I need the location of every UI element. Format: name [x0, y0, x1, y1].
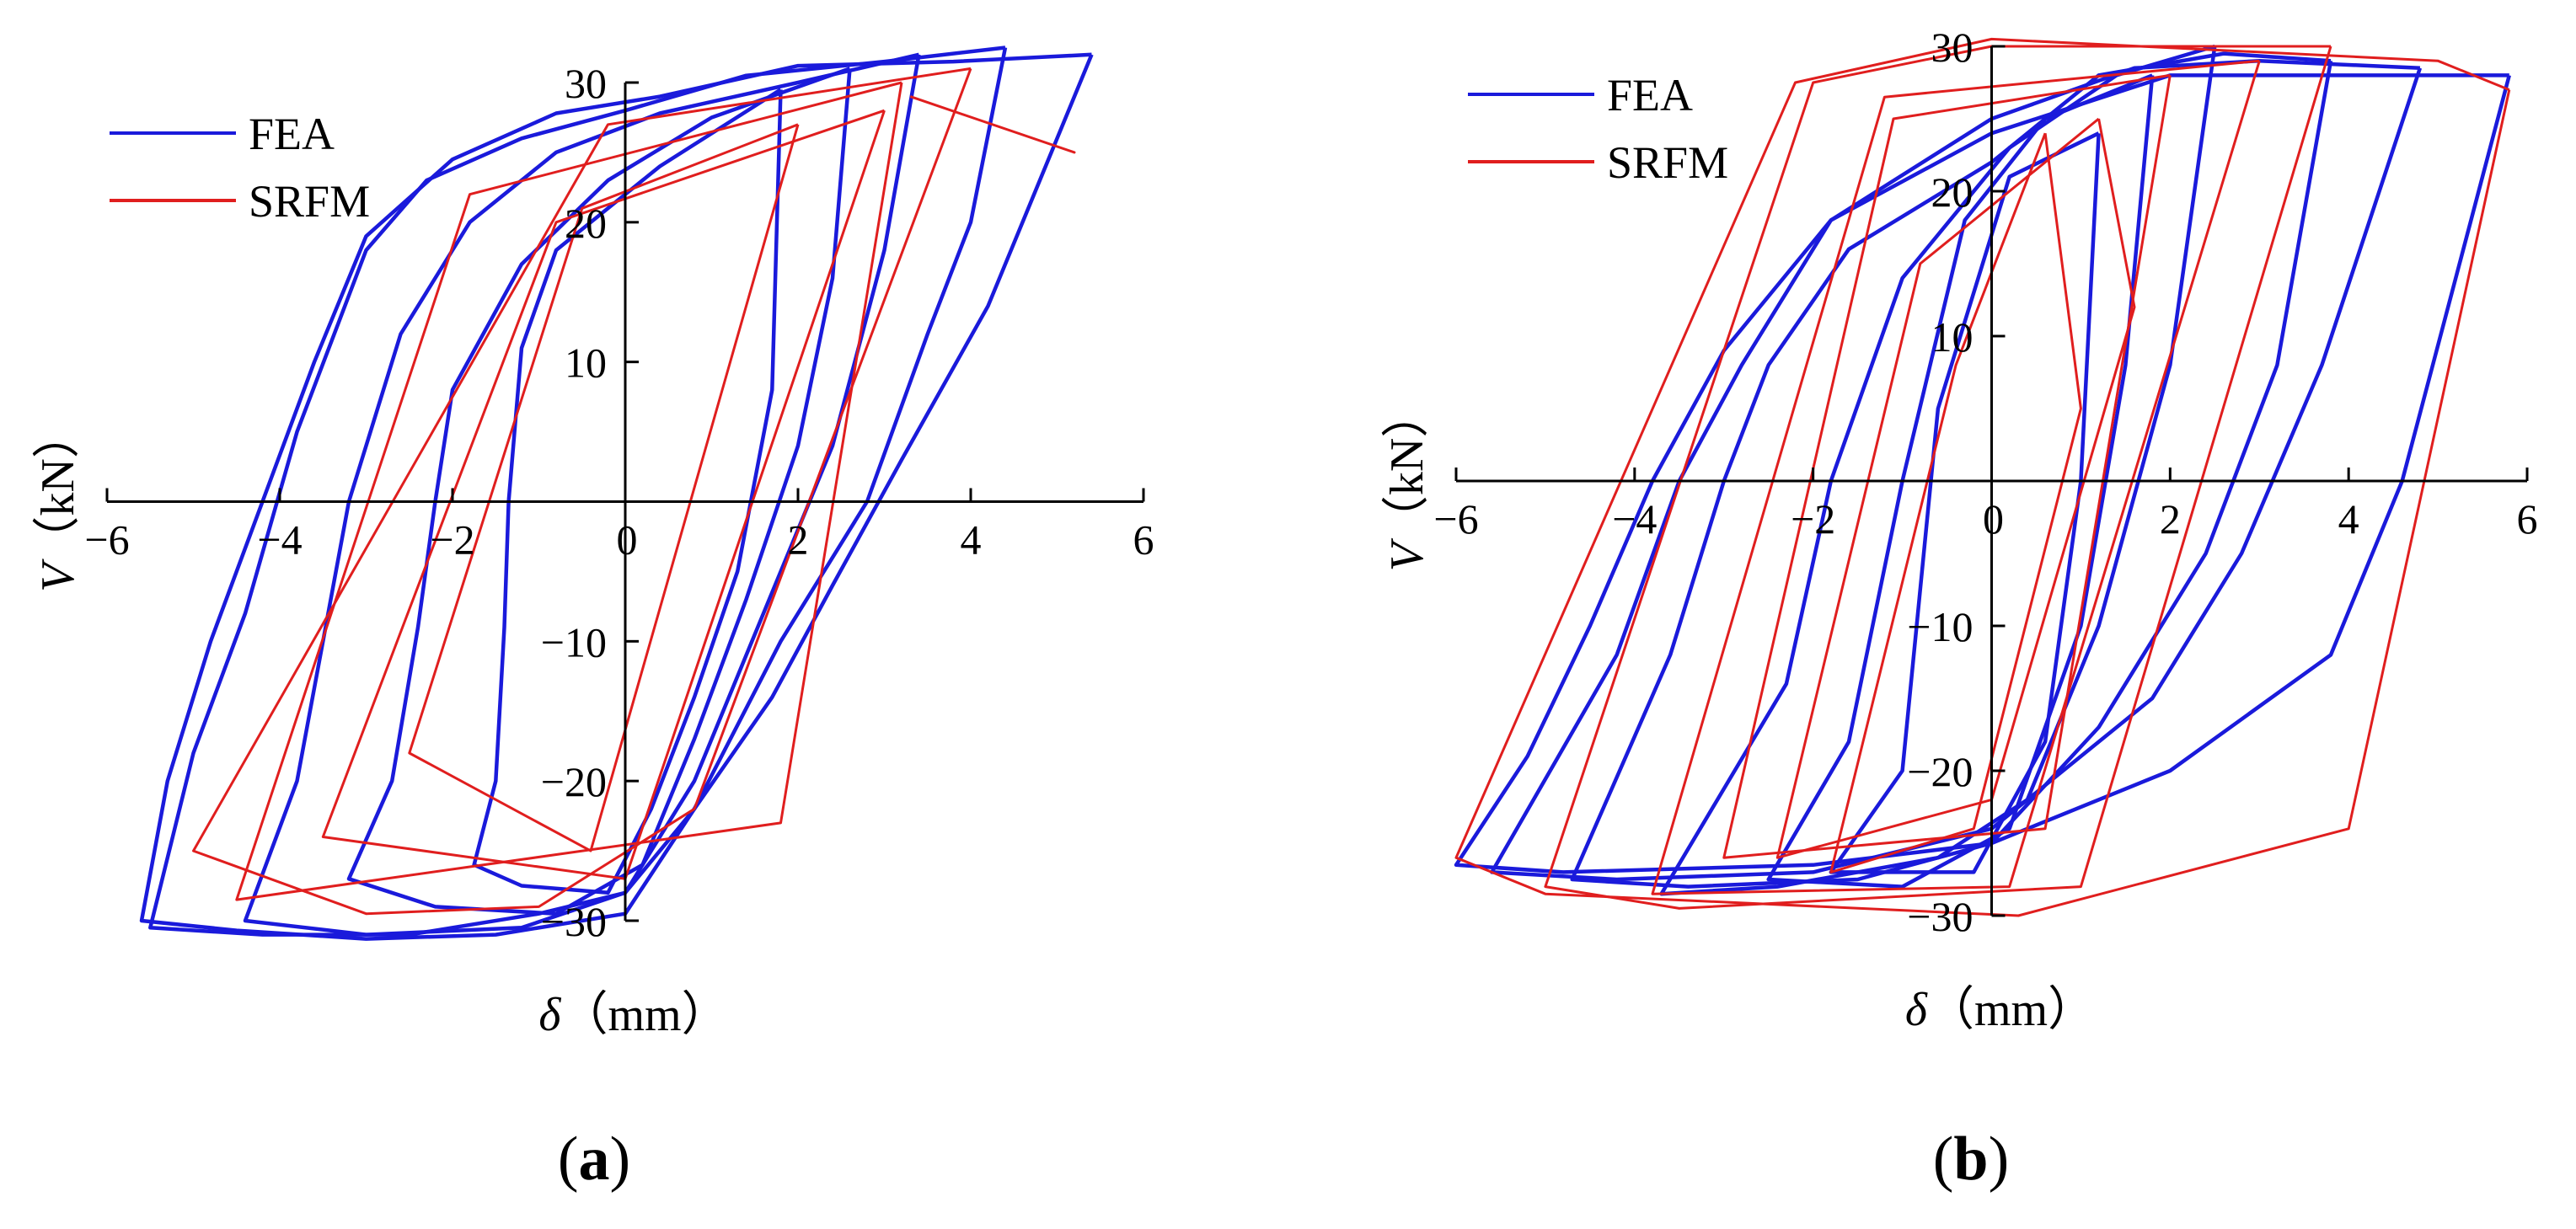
panel-a-x-tick-label: −6: [84, 516, 129, 564]
panel-a-srfm-loop-4: [192, 67, 972, 916]
panel-a-x-axis-unit: （mm）: [560, 989, 728, 1041]
panel-b-y-tick-label: 10: [1931, 313, 1974, 361]
panel-b-label-open: (: [1933, 1125, 1954, 1194]
panel-a-x-axis-symbol: δ: [538, 989, 561, 1041]
panel-a-x-axis-title: δ（mm）: [538, 989, 728, 1041]
panel-a-srfm-loop-5: [909, 95, 1076, 154]
panel-b-x-axis-unit: （mm）: [1927, 984, 2095, 1036]
panel-a-legend-label-fea: FEA: [249, 109, 335, 159]
panel-a-x-tick-label: −2: [430, 516, 474, 564]
panel-b-fea-loop-6: [1454, 73, 2511, 874]
panel-b-label: (b): [1933, 1125, 2009, 1194]
panel-b-srfm-loop-2: [1775, 117, 2136, 859]
panel-a-label: (a): [558, 1125, 630, 1194]
panel-b-y-axis-title: V（kN）: [1381, 391, 1433, 572]
panel-b-x-axis-symbol: δ: [1905, 984, 1928, 1036]
panel-a-fea-loop-3: [243, 52, 921, 937]
panel-b-legend-label-srfm: SRFM: [1607, 137, 1728, 188]
panel-a-legend: FEA SRFM: [110, 109, 370, 227]
panel-b-x-tick-label: 6: [2517, 495, 2538, 542]
panel-b-srfm-loop-4: [1651, 59, 2261, 895]
panel-a-x-tick-label: −4: [257, 516, 302, 564]
panel-b-y-tick-label: 20: [1931, 168, 1974, 216]
panel-b-x-tick-label: −4: [1612, 495, 1657, 542]
panel-a-y-tick-label: 10: [565, 339, 607, 387]
panel-a-y-tick-label: −20: [541, 758, 607, 805]
panel-b-srfm-loop-6: [1454, 37, 2511, 917]
panel-b-srfm-loop-1: [1829, 132, 2082, 874]
panel-a-y-tick-label: −10: [541, 618, 607, 665]
panel-a-y-tick-label: 20: [565, 200, 607, 247]
panel-b-x-tick-label: 0: [1983, 495, 2004, 542]
panel-a-x-tick-label: 2: [788, 516, 809, 564]
panel-b-legend-label-fea: FEA: [1607, 70, 1693, 120]
panel-a-fea-loop-5: [139, 52, 1094, 941]
panel-a-srfm-loop-1: [408, 123, 800, 852]
panel-a-y-axis-symbol: V: [32, 558, 84, 592]
panel-b-fea-loop-4: [1570, 51, 2333, 889]
panel-b-label-close: ): [1989, 1125, 2010, 1194]
panel-b-y-tick-label: −20: [1907, 748, 1973, 795]
panel-b-y-axis-symbol: V: [1381, 537, 1433, 571]
chart-panel-b: −6 −4 −2 0 2 4 6−30−20−10102030δ（mm）V（kN）FEASR…: [1381, 24, 2538, 1194]
panel-a-fea-loop-1: [472, 88, 783, 895]
panel-a-series-srfm: [192, 67, 1076, 916]
panel-b-x-tick-label: 4: [2338, 495, 2359, 542]
panel-a-x-tick-label: 0: [617, 516, 638, 564]
panel-a-legend-label-srfm: SRFM: [249, 176, 370, 227]
panel-a-srfm-loop-2: [321, 109, 886, 880]
panel-a-srfm-loop-3: [235, 81, 903, 901]
panel-a-y-tick-label: −30: [541, 898, 607, 945]
panel-a-y-axis-title: V（kN）: [32, 411, 84, 592]
panel-a-y-axis-unit: （kN）: [32, 411, 84, 563]
panel-b-y-axis-unit: （kN）: [1381, 391, 1433, 542]
panel-a-label-open: (: [558, 1125, 579, 1194]
panel-a-x-tick-label: 4: [961, 516, 982, 564]
panel-b-y-tick-label: −30: [1907, 893, 1973, 940]
panel-b-x-tick-label: 2: [2160, 495, 2181, 542]
panel-b-fea-loop-5: [1490, 58, 2423, 882]
panel-b-x-tick-label: −6: [1433, 495, 1478, 542]
panel-b-x-tick-label: −2: [1791, 495, 1835, 542]
panel-a-fea-loop-4: [148, 45, 1008, 937]
panel-b-x-axis-title: δ（mm）: [1905, 984, 2095, 1036]
panel-b-srfm-loop-3: [1722, 73, 2172, 859]
panel-a-y-tick-label: 30: [565, 60, 607, 107]
panel-b-y-tick-label: 30: [1931, 24, 1974, 71]
chart-panel-a: −6 −4 −2 0 2 4 6−30−20−10102030δ（mm）V（kN）FEASR…: [32, 45, 1154, 1194]
panel-b-legend: FEA SRFM: [1468, 70, 1728, 188]
panel-b-label-letter: b: [1953, 1125, 1988, 1194]
panel-a-label-close: ): [610, 1125, 631, 1194]
panel-a-label-letter: a: [579, 1125, 610, 1194]
panel-b-y-tick-label: −10: [1907, 603, 1973, 650]
panel-a-x-tick-label: 6: [1133, 516, 1154, 564]
